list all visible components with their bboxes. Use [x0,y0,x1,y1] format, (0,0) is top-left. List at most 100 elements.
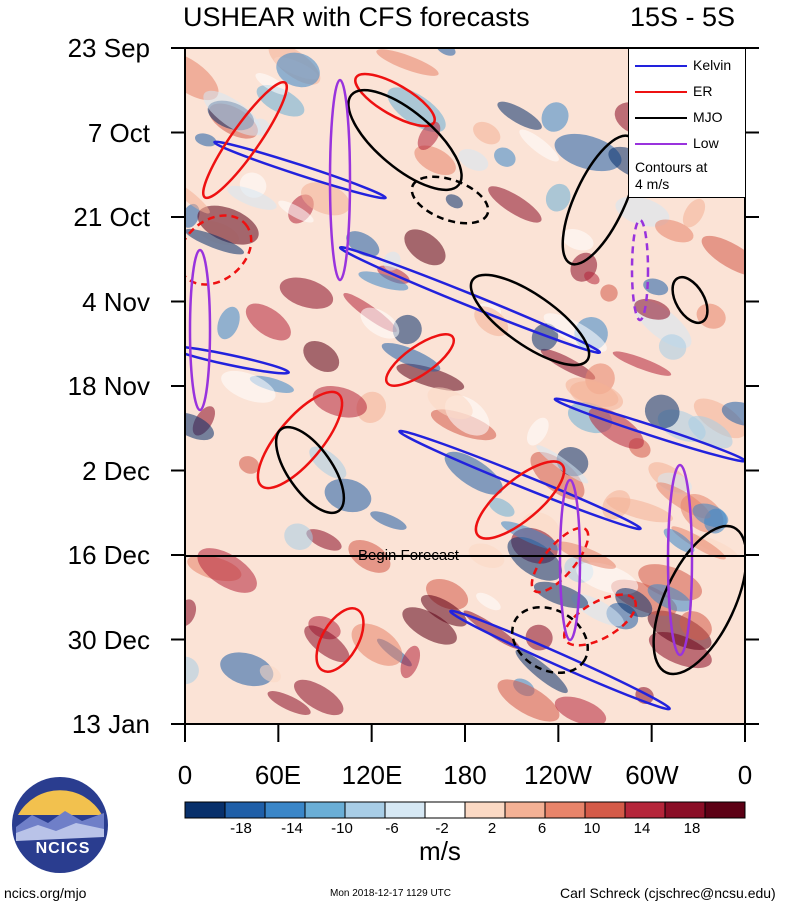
shading-cell [194,133,217,147]
x-tick-label: 120W [524,760,592,790]
colorbar-swatch [624,801,666,819]
shading-cell [682,198,706,228]
y-tick-label: 23 Sep [67,33,150,63]
contour-er [562,593,638,647]
shading-cell [634,298,671,320]
legend-swatch [635,65,687,67]
shading-cell [584,271,600,285]
shading-cell [494,147,516,167]
region-label: 15S - 5S [630,2,736,32]
shading-cell [255,73,288,95]
shading-cell [458,149,489,171]
y-tick-label: 7 Oct [87,118,150,148]
legend-swatch [635,143,687,145]
shading-cell [203,90,262,136]
colorbar-tick-label: -2 [435,820,449,837]
shading-cell [565,377,619,407]
colorbar-tick-label: -18 [230,820,252,837]
colorbar-tick-label: -10 [331,820,353,837]
colorbar-tick-label: 18 [683,820,701,837]
contour-er [530,526,590,594]
shading-cell [284,523,313,550]
contour-note: Contours at 4 m/s [635,159,707,193]
shading-cell [256,85,305,117]
shading-cell [444,451,503,495]
colorbar-swatch [384,801,426,819]
footer-url[interactable]: ncics.org/mjo [4,885,87,901]
shading-cell [696,303,726,329]
shading-cell [648,631,712,669]
shading-cell [507,536,562,581]
shading-cell [588,407,644,449]
shading-cell [671,526,726,560]
shading-cell [615,196,670,227]
shading-cell [197,548,257,593]
shading-cell [655,219,694,243]
shading-cell [358,271,409,291]
colorbar-tick-label: 14 [633,820,651,837]
shading-cell [267,691,311,715]
shading-cell [543,313,607,353]
shading-cell [612,351,672,376]
shading-cell [221,370,276,403]
shading-cell [185,412,214,441]
contour-er [474,460,566,540]
legend-item-er: ER [635,83,743,101]
colorbar-swatch [184,801,226,819]
shading-cell [721,401,745,427]
shading-cell [615,588,653,618]
contour-low [558,478,582,642]
shading-cell [303,340,340,373]
x-tick-label: 0 [737,760,753,790]
shading-cell [217,306,240,340]
colorbar-units: m/s [419,836,461,866]
colorbar-tick-label: 10 [583,820,601,837]
shading-cell [701,235,745,277]
shading-cell [643,278,669,296]
contour-mjo [671,275,709,325]
shading-cell [473,121,501,145]
shading-cell [644,394,680,429]
shading-cell [420,594,468,627]
contour-er [185,214,253,286]
contour-mjo [469,273,591,367]
shading-cell [497,679,560,722]
shading-cell [404,229,446,266]
shading-cell [647,610,712,650]
shading-cell [692,503,729,528]
legend-item-mjo: MJO [635,109,743,127]
shading-cell [245,303,291,341]
x-tick-label: 0 [177,760,193,790]
legend: Kelvin ER MJO Low Contours at 4 m/s [628,48,746,198]
colorbar-tick-label: 2 [487,820,497,837]
shading-cell [576,562,639,595]
shading-cell [525,624,553,651]
shading-cell [306,529,342,551]
shading-cell [693,398,745,439]
shading-cell [351,623,403,666]
shading-cell [227,185,277,210]
shading-cell [387,87,446,133]
contour-mjo [511,605,589,675]
contour-kelvin [553,397,745,463]
contour-mjo [274,425,346,515]
colorbar-swatch [584,801,626,819]
contour-low [666,463,694,657]
shading-cell [488,497,515,517]
colorbar-swatch [704,801,746,819]
colorbar-swatch [424,801,466,819]
legend-swatch [635,91,687,93]
x-tick-label: 60E [254,760,302,790]
contour-er [354,72,436,128]
x-tick-label: 180 [443,760,487,790]
footer-timestamp: Mon 2018-12-17 1129 UTC [330,888,451,899]
logo-text: NCICS [35,840,91,857]
shading-cell [445,194,463,209]
shading-cell [688,415,733,449]
legend-item-low: Low [635,135,743,153]
legend-label: Low [693,135,719,151]
shading-cell [301,182,351,216]
x-tick-label: 120E [341,760,403,790]
colorbar-swatch [664,801,706,819]
y-tick-label: 21 Oct [73,202,150,232]
